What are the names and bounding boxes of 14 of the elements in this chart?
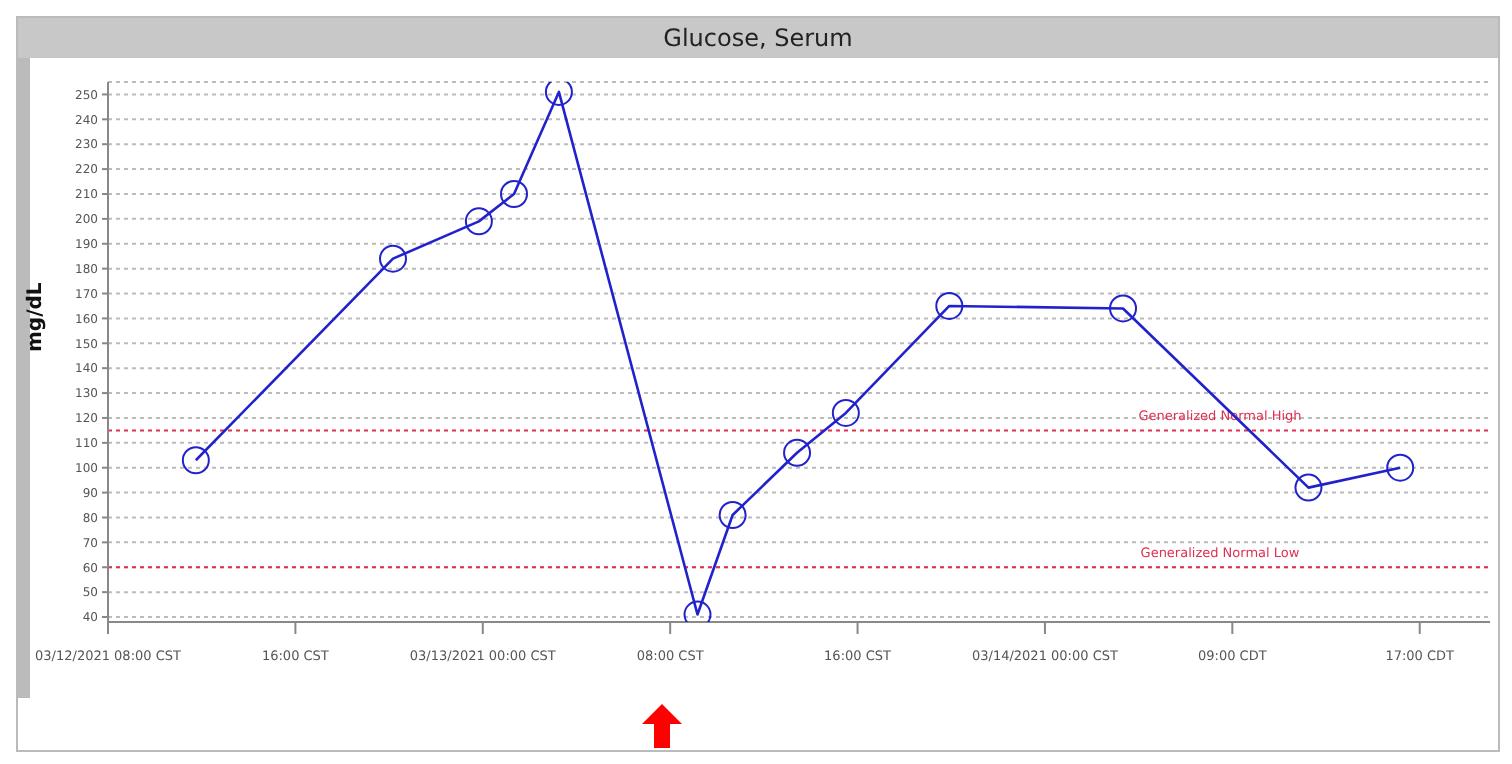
- point: [1109, 294, 1138, 323]
- point: [544, 82, 573, 106]
- point: [181, 446, 210, 475]
- point: [783, 438, 812, 467]
- point: [831, 398, 860, 427]
- point: [718, 501, 747, 529]
- point: [1294, 473, 1323, 502]
- point: [1386, 453, 1415, 482]
- y-axis-title: mg/dL: [25, 281, 48, 352]
- point: [500, 179, 529, 208]
- point: [464, 207, 493, 236]
- chart-title: Glucose, Serum: [18, 18, 1498, 58]
- point: [935, 291, 964, 320]
- point: [378, 244, 407, 273]
